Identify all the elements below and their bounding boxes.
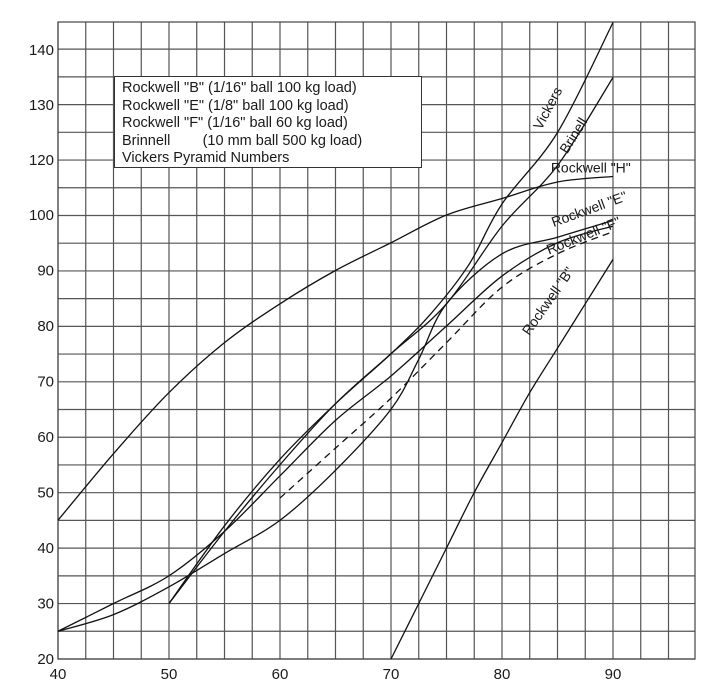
- y-tick-label: 80: [37, 318, 54, 335]
- y-tick-label: 70: [37, 374, 54, 391]
- x-tick-label: 40: [50, 666, 67, 683]
- legend: Rockwell "B" (1/16" ball 100 kg load) Ro…: [114, 76, 422, 168]
- x-tick-label: 90: [605, 666, 622, 683]
- curve-label: Rockwell "H": [551, 159, 631, 175]
- legend-item-rockwell-b: Rockwell "B" (1/16" ball 100 kg load): [122, 80, 357, 96]
- legend-item-rockwell-f: Rockwell "F" (1/16" ball 60 kg load): [122, 115, 348, 131]
- y-tick-label: 130: [29, 97, 54, 114]
- y-tick-label: 30: [37, 596, 54, 613]
- y-tick-label: 60: [37, 429, 54, 446]
- curve-rockwell-f-solid-lower: [57, 219, 614, 632]
- y-tick-label: 20: [37, 651, 54, 668]
- curve-rockwell-b: [390, 259, 614, 660]
- legend-item-brinell: Brinnell (10 mm ball 500 kg load): [122, 132, 363, 149]
- x-axis-ticks: 40 50 60 70 80 90: [50, 666, 622, 683]
- curve-rockwell-f: [279, 231, 614, 499]
- curve-rockwell-e: [57, 225, 614, 632]
- curves: [57, 22, 614, 660]
- y-tick-label: 40: [37, 540, 54, 557]
- y-tick-label: 90: [37, 263, 54, 280]
- x-tick-label: 60: [272, 666, 289, 683]
- y-tick-label: 120: [29, 152, 54, 169]
- x-tick-label: 70: [383, 666, 400, 683]
- curve-vickers: [168, 22, 614, 604]
- curve-rockwell-h: [57, 175, 614, 521]
- x-tick-label: 80: [494, 666, 511, 683]
- x-tick-label: 50: [161, 666, 178, 683]
- y-tick-label: 100: [29, 207, 54, 224]
- legend-item-rockwell-e: Rockwell "E" (1/8" ball 100 kg load): [122, 97, 349, 114]
- y-tick-label: 140: [29, 42, 54, 59]
- curve-label: Vickers: [530, 84, 566, 132]
- y-axis-ticks: 20 30 40 50 60 70 80 90 100 120 130 140: [29, 42, 54, 668]
- legend-item-vickers: Vickers Pyramid Numbers: [122, 150, 290, 166]
- y-tick-label: 50: [37, 485, 54, 502]
